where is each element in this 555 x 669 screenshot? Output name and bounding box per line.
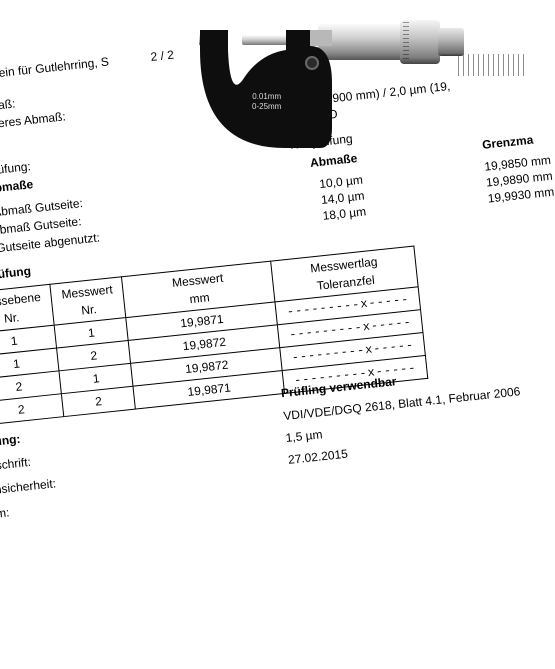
document-title: Kalibrierschein für Gutlehrring, S [0, 53, 110, 91]
micrometer-ratchet [438, 28, 464, 56]
value-a3: 18,0 µm [322, 202, 367, 224]
micrometer-resolution: 0.01mm [252, 92, 281, 102]
scale-ticks [458, 54, 528, 76]
micrometer-label: 0.01mm 0-25mm [252, 92, 281, 111]
micrometer-thimble [400, 20, 440, 64]
cell: 2 [0, 394, 64, 426]
micrometer-image: 0.01mm 0-25mm [190, 0, 440, 170]
value-mu: 1,5 µm [285, 425, 324, 447]
page-indicator: 2 / 2 [150, 46, 175, 66]
micrometer-range: 0-25mm [252, 102, 281, 112]
